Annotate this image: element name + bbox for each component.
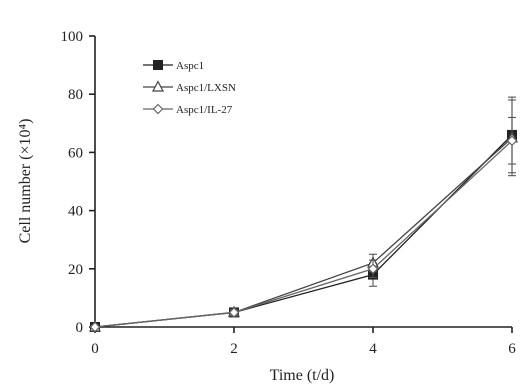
data-point xyxy=(367,263,379,275)
x-tick-label-6: 6 xyxy=(508,341,516,357)
series-layer xyxy=(89,96,518,333)
y-tick-label-100: 100 xyxy=(61,29,84,45)
y-ticks: 0 20 40 60 80 100 xyxy=(61,29,95,336)
legend-marker xyxy=(152,103,164,115)
data-point xyxy=(228,307,240,318)
series-line-3 xyxy=(94,140,513,328)
y-tick-label-40: 40 xyxy=(68,204,83,220)
series-3 xyxy=(89,116,518,333)
y-tick-label-60: 60 xyxy=(68,145,83,161)
legend: Aspc1 Aspc1/LXSN Aspc1/IL-27 xyxy=(143,60,236,116)
y-tick-label-20: 20 xyxy=(68,262,83,278)
x-tick-label-4: 4 xyxy=(369,341,377,357)
y-tick-label-0: 0 xyxy=(76,320,84,336)
y-axis-title: Cell number (×10⁴) xyxy=(17,119,34,244)
axes xyxy=(94,36,512,328)
y-tick-label-80: 80 xyxy=(68,87,83,103)
legend-label: Aspc1 xyxy=(176,60,204,72)
x-tick-label-0: 0 xyxy=(91,341,99,357)
data-point xyxy=(506,135,518,147)
legend-marker xyxy=(152,80,164,92)
legend-marker xyxy=(153,60,163,70)
series-1 xyxy=(90,96,517,332)
series-line-1 xyxy=(94,134,513,328)
legend-label: Aspc1/IL-27 xyxy=(176,104,233,116)
legend-label: Aspc1/LXSN xyxy=(176,82,236,94)
series-line-2 xyxy=(94,137,513,328)
series-2 xyxy=(89,99,518,332)
x-axis-title: Time (t/d) xyxy=(270,367,335,384)
data-point xyxy=(89,321,101,333)
x-ticks: 0 2 4 6 xyxy=(91,327,516,357)
x-tick-label-2: 2 xyxy=(230,341,238,357)
